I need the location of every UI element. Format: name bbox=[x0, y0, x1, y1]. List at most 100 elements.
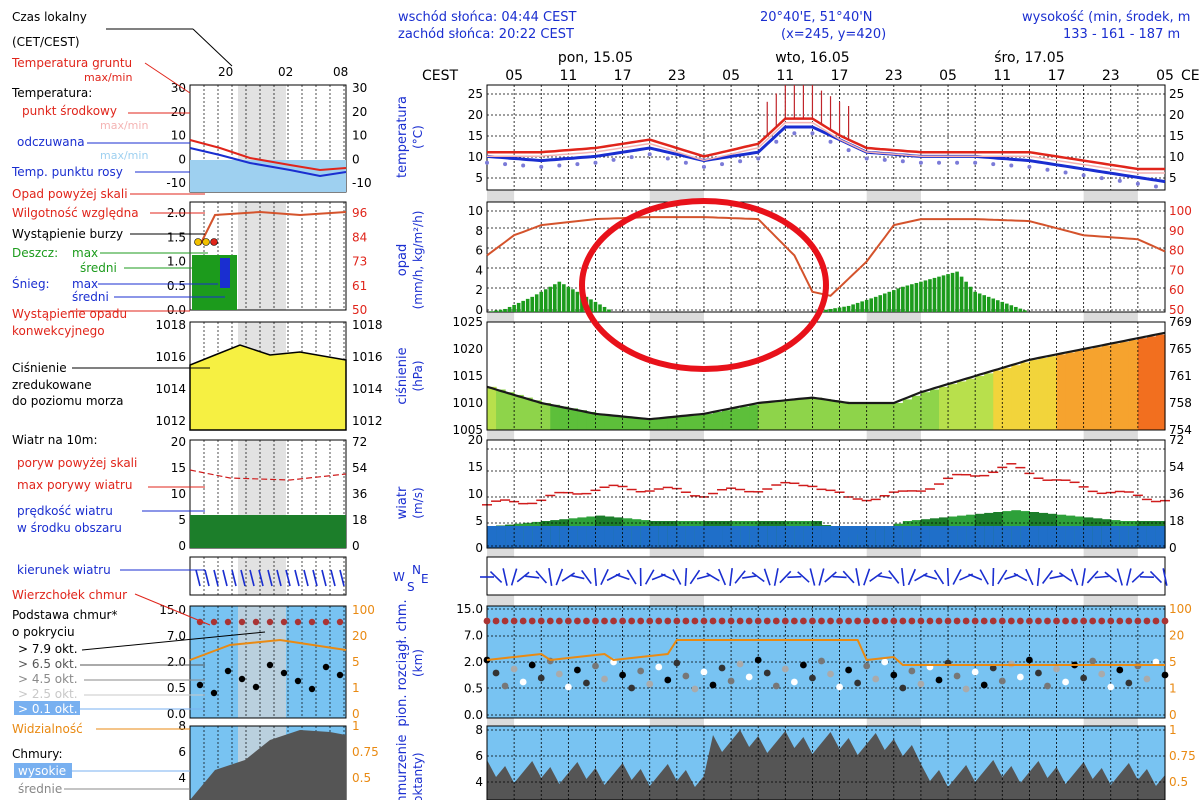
cloud-base-7 bbox=[546, 657, 554, 665]
dew-dot-70 bbox=[1117, 178, 1122, 183]
rain-bar-54 bbox=[973, 291, 977, 312]
wind-arrow-27 bbox=[729, 568, 733, 586]
cloud-top-51 bbox=[944, 617, 952, 625]
cloud-base-74 bbox=[1152, 658, 1160, 666]
wind-base-30 bbox=[758, 526, 768, 548]
wind-arrow-31 bbox=[763, 568, 771, 586]
mini-cloud-top-340 bbox=[336, 618, 344, 626]
wind-base-57 bbox=[1002, 526, 1012, 548]
pressure-fill-40 bbox=[848, 403, 859, 430]
wind-tick-left-1: 15 bbox=[468, 460, 483, 474]
wind-base-10 bbox=[577, 526, 588, 548]
wind-base-51 bbox=[948, 526, 958, 548]
cloud-top-73 bbox=[1143, 617, 1151, 625]
pressure-fill-20 bbox=[667, 417, 678, 430]
rain-bar-46 bbox=[901, 286, 905, 312]
wind-arrow-67 bbox=[1086, 570, 1099, 584]
cloud-base-69 bbox=[1107, 683, 1115, 691]
dew-dot-24 bbox=[701, 164, 706, 169]
cloud-base-44 bbox=[881, 658, 889, 666]
cloud-base-45 bbox=[890, 671, 898, 679]
pressure-fill-69 bbox=[1110, 343, 1121, 430]
cloud-base-50 bbox=[935, 676, 943, 684]
wind-fill-7 bbox=[550, 520, 560, 548]
cloud-base-67 bbox=[1089, 657, 1097, 665]
wind-arrow-20 bbox=[660, 573, 675, 581]
pressure-fill-48 bbox=[920, 392, 931, 430]
wind-base-18 bbox=[649, 526, 660, 548]
mini-cover-tick-l-0: 8 bbox=[178, 719, 186, 733]
wind-arrow-66 bbox=[1081, 568, 1086, 586]
wind-fill-12 bbox=[595, 515, 606, 548]
pressure-fill-31 bbox=[767, 402, 777, 430]
mini-wind-fill bbox=[190, 515, 346, 548]
rain-bar-12.5 bbox=[598, 304, 602, 312]
mini-temp-tick-l-1: 20 bbox=[171, 105, 186, 119]
mini-hour-0: 20 bbox=[218, 65, 233, 79]
cover-panel-bg bbox=[487, 726, 1165, 800]
cloud-top-34 bbox=[790, 617, 798, 625]
wind-arrow-48 bbox=[914, 572, 928, 582]
rain-bar-7.5 bbox=[553, 284, 557, 312]
wind-arrow-4 bbox=[516, 571, 530, 583]
dew-dot-64 bbox=[1063, 170, 1068, 175]
pressure-fill-37 bbox=[821, 398, 832, 430]
wind-fill-46 bbox=[902, 521, 913, 548]
dew-dot-14 bbox=[611, 157, 616, 162]
day-label-1: wto, 16.05 bbox=[775, 50, 849, 66]
mini-cloud-tick-r-4: 0 bbox=[352, 707, 360, 721]
wind-base-29 bbox=[749, 526, 759, 548]
wind-fill-72 bbox=[1137, 521, 1148, 548]
wind-axis-label: wiatr bbox=[395, 486, 410, 519]
wind-tick-left-0: 20 bbox=[468, 433, 483, 447]
legend-rain: Deszcz: bbox=[12, 246, 58, 260]
wind-fill-69 bbox=[1110, 520, 1121, 548]
cloud-top-63 bbox=[1053, 617, 1060, 625]
cloud-base-0 bbox=[483, 656, 491, 664]
mini-temp-tick-r-4: -10 bbox=[352, 176, 372, 190]
sunset-text: zachód słońca: 20:22 CEST bbox=[398, 27, 574, 42]
wind-panel-bg bbox=[487, 440, 1165, 548]
rain-bar-40 bbox=[846, 305, 851, 312]
wind-arrow-49 bbox=[922, 574, 938, 580]
cloud-top-6 bbox=[537, 617, 545, 625]
mini-storm-1 bbox=[202, 238, 210, 246]
wind-base-26 bbox=[722, 526, 732, 548]
mini-wind-tick-r-2: 36 bbox=[352, 487, 367, 501]
mini-cloud-tick-l-3: 0.5 bbox=[167, 681, 186, 695]
wind-base-21 bbox=[676, 526, 687, 548]
pressure-fill-42 bbox=[866, 403, 877, 430]
wind-arrow-41 bbox=[855, 568, 861, 586]
wind-fill-67 bbox=[1092, 518, 1103, 548]
cloud-base-71 bbox=[1125, 679, 1133, 687]
pressure-fill-51 bbox=[948, 384, 958, 430]
wind-base-63 bbox=[1056, 526, 1067, 548]
cloud-base-23 bbox=[691, 685, 699, 693]
dew-dot-4 bbox=[521, 163, 526, 168]
cloud-base-37 bbox=[818, 657, 825, 665]
wind-fill-15 bbox=[622, 518, 633, 548]
rain-bar-10.5 bbox=[580, 294, 584, 312]
wind-tick-right-2: 36 bbox=[1169, 487, 1184, 501]
legend-panel: Czas lokalny (CET/CEST) 20 02 08 3020100… bbox=[0, 0, 390, 800]
rain-bar-38.5 bbox=[833, 308, 837, 312]
dew-dot-66 bbox=[1081, 173, 1086, 178]
pressure-fill-72 bbox=[1137, 338, 1148, 430]
wind-arrow-57 bbox=[997, 569, 1008, 585]
cloud-top-13 bbox=[601, 617, 608, 625]
temp-tick-left-2: 15 bbox=[468, 129, 483, 143]
legend-temp-felt-sub: max/min bbox=[100, 149, 148, 162]
cloud-base-63 bbox=[1053, 665, 1060, 673]
wind-fill-4 bbox=[523, 522, 533, 548]
hour-label-8: 05 bbox=[939, 68, 957, 84]
cloud-base-4 bbox=[519, 678, 527, 686]
night-band-2 bbox=[1083, 85, 1138, 800]
wind-base-45 bbox=[893, 526, 904, 548]
wind-arrow-30 bbox=[751, 571, 765, 583]
wind-fill-26 bbox=[722, 521, 732, 548]
wind-base-35 bbox=[803, 526, 814, 548]
cloud-base-20 bbox=[664, 676, 672, 684]
mini-pressure-tick-r-1: 1016 bbox=[352, 350, 383, 364]
mini-arrow-232 bbox=[231, 569, 237, 587]
legend-rain-avg: średni bbox=[80, 261, 117, 275]
